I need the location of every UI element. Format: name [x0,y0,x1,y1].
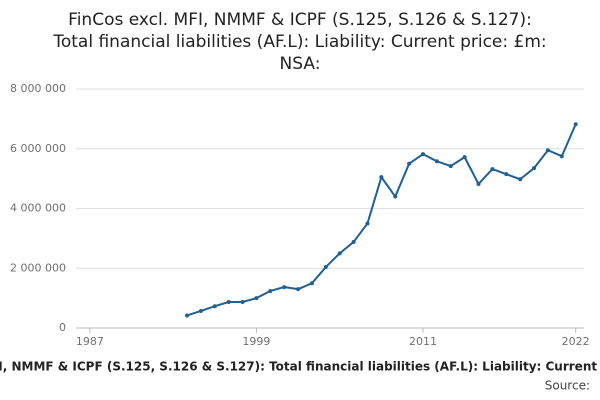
point [379,175,384,180]
point [559,154,564,159]
point [504,172,509,177]
x-tick-label: 1999 [242,335,270,348]
point [351,239,356,244]
point [490,167,495,172]
y-tick-label: 2 000 000 [10,261,66,274]
point [573,122,578,127]
x-axis-label: FinCos excl. MFI, NMMF & ICPF (S.125, S.… [0,360,600,374]
y-tick-label: 4 000 000 [10,202,66,215]
y-tick-label: 8 000 000 [10,82,66,95]
line [186,123,577,317]
point [198,308,203,313]
source: Source: [545,379,590,393]
point [434,159,439,164]
point [240,300,245,305]
point [309,281,314,286]
point [185,313,190,318]
point [462,155,467,160]
point [532,166,537,171]
x-tick-label: 2011 [409,335,437,348]
x-tick-label: 1987 [76,335,104,348]
point [476,182,481,187]
point [296,287,301,292]
point [254,296,259,301]
point [282,285,287,290]
point [365,221,370,226]
point [268,288,273,293]
y-tick-label: 0 [59,321,66,334]
y-tick-label: 6 000 000 [10,142,66,155]
point [420,152,425,157]
chart-title: NSA: [280,54,321,74]
point [337,251,342,256]
point [448,164,453,169]
chart-title: Total financial liabilities (AF.L): Liab… [52,32,546,52]
point [407,161,412,166]
point [545,148,550,153]
x-tick-label: 2022 [562,335,590,348]
point [393,194,398,199]
point [518,177,523,182]
chart-title: FinCos excl. MFI, NMMF & ICPF (S.125, S.… [68,10,532,30]
point [212,304,217,309]
point [323,265,328,270]
point [226,300,231,305]
